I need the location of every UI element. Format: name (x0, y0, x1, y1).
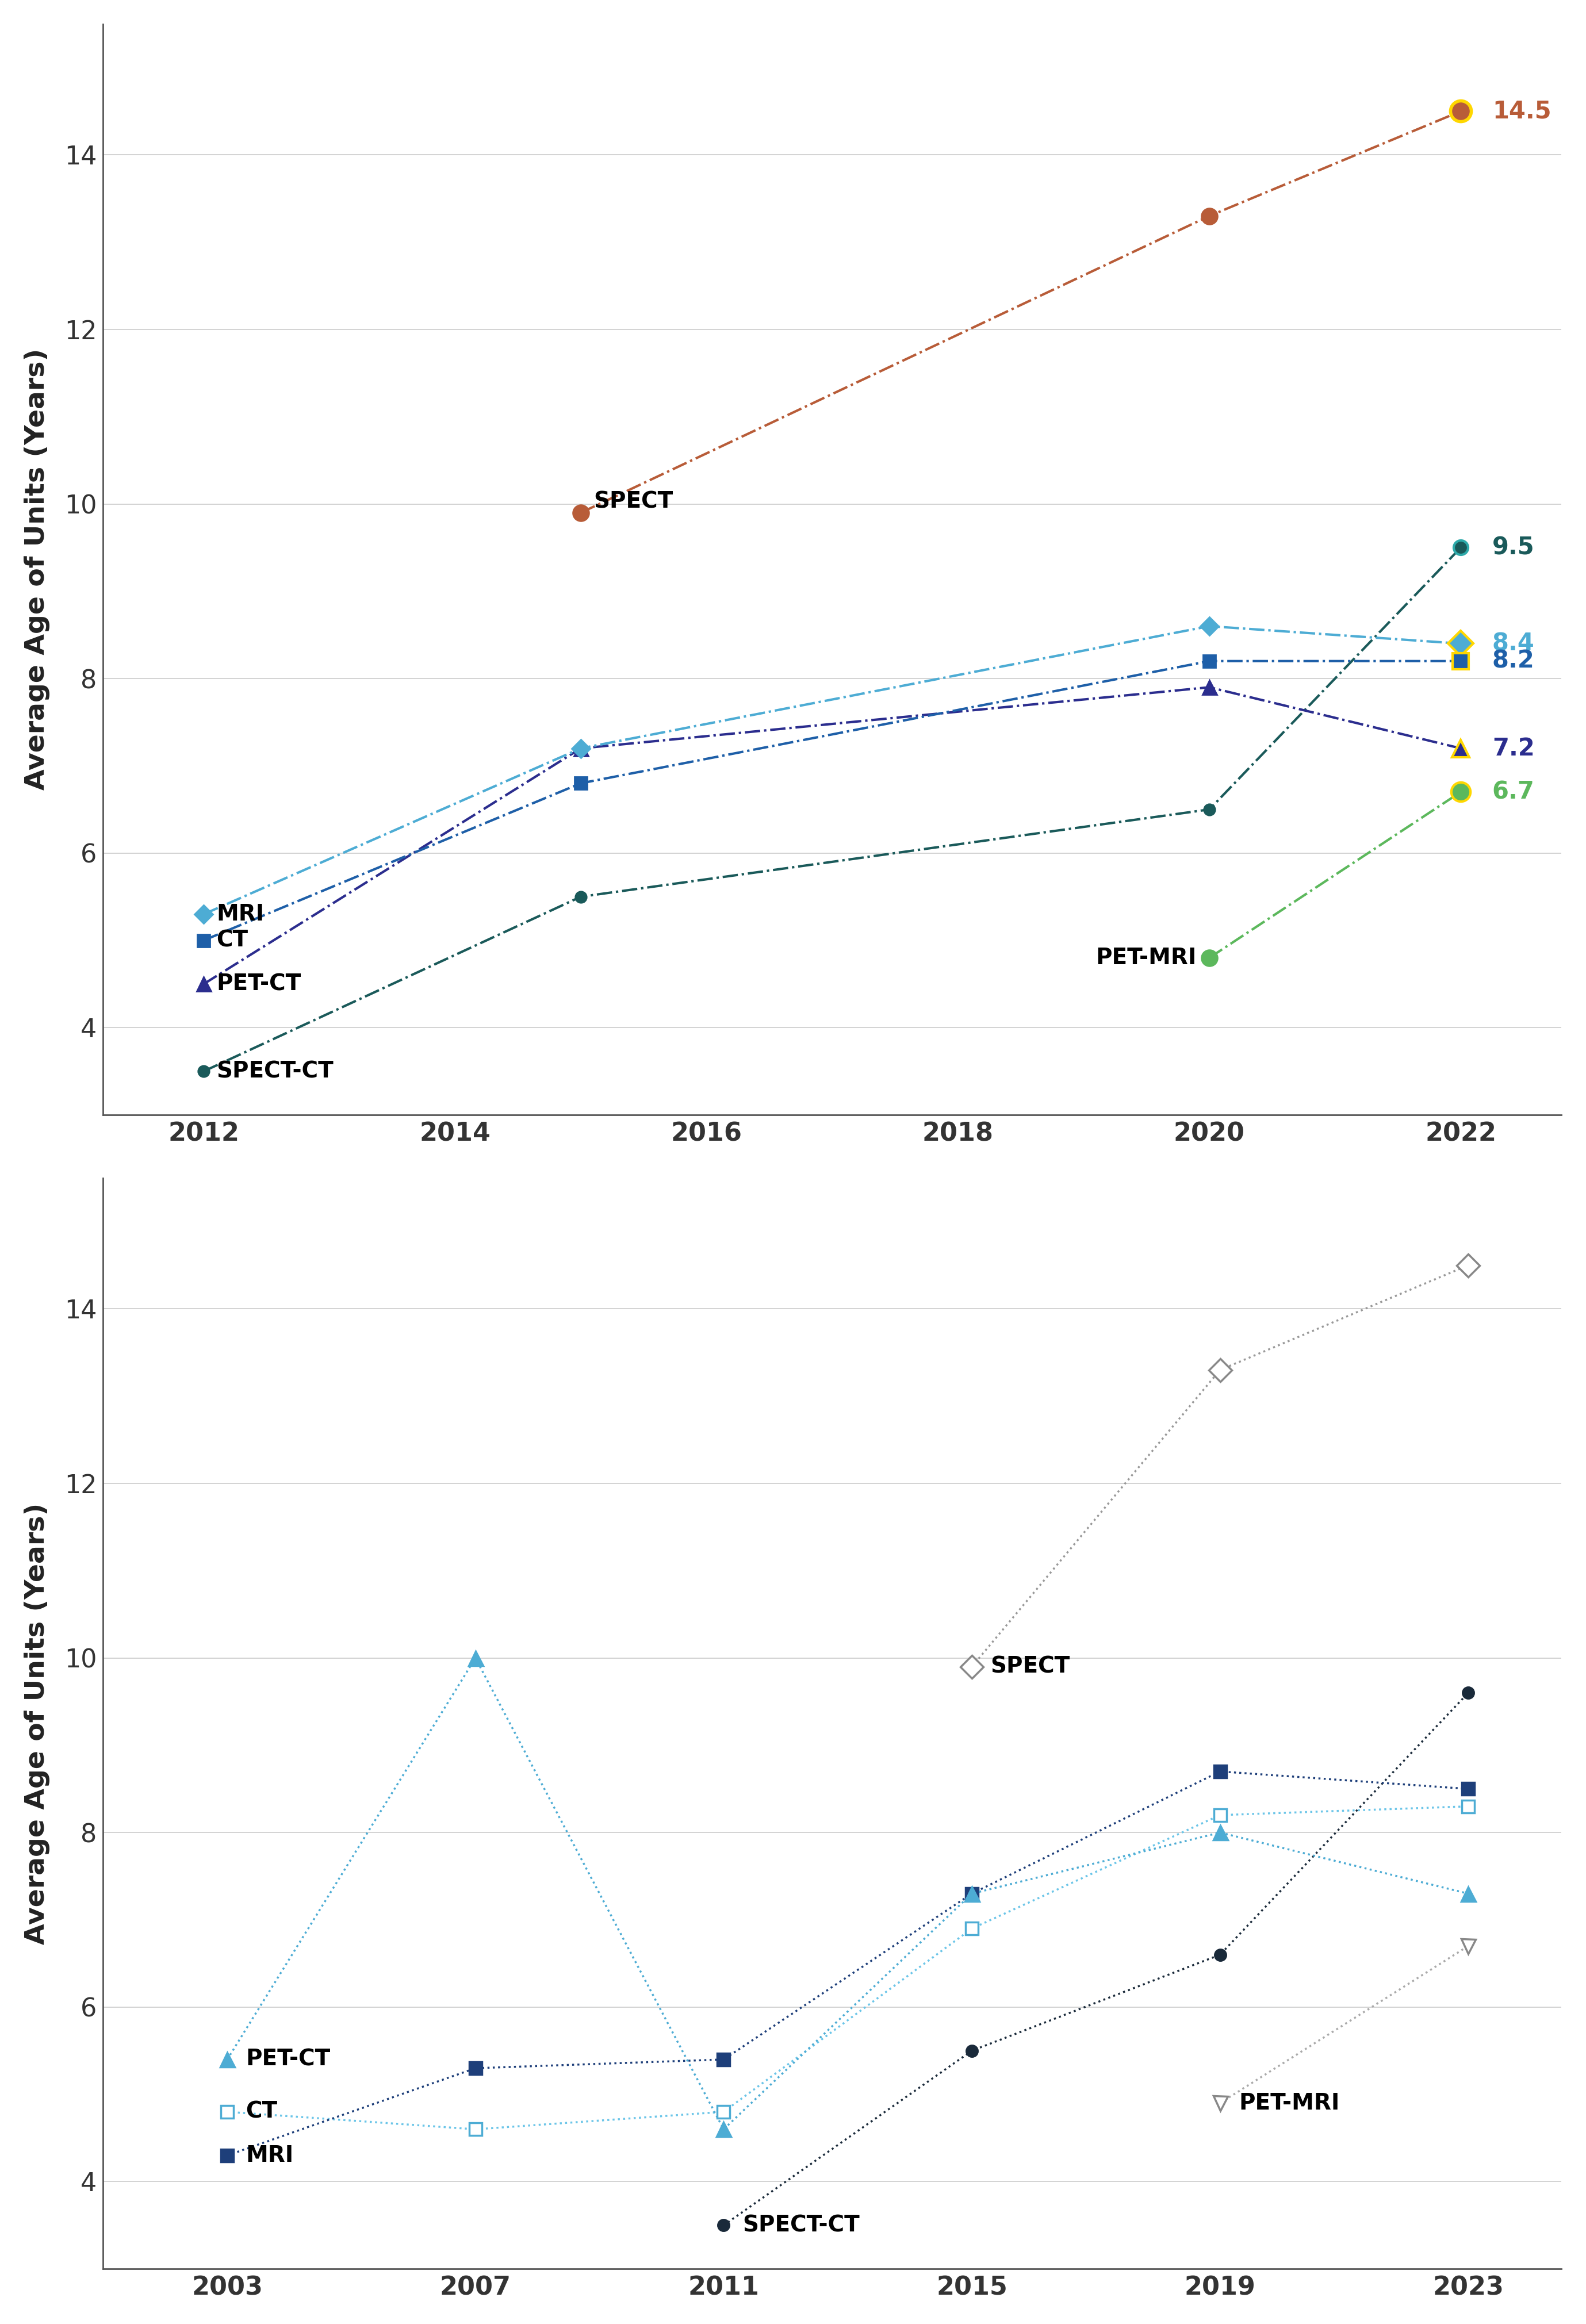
Text: SPECT-CT: SPECT-CT (216, 1060, 333, 1083)
Text: PET-MRI: PET-MRI (1239, 2092, 1340, 2115)
Text: SPECT: SPECT (991, 1655, 1071, 1678)
Text: SPECT-CT: SPECT-CT (742, 2215, 860, 2236)
Text: PET-MRI: PET-MRI (1096, 946, 1197, 969)
Text: 6.7: 6.7 (1492, 781, 1535, 804)
Text: SPECT: SPECT (593, 490, 672, 514)
Y-axis label: Average Age of Units (Years): Average Age of Units (Years) (24, 1504, 49, 1945)
Text: 14.5: 14.5 (1492, 100, 1551, 123)
Text: MRI: MRI (246, 2145, 293, 2166)
Text: 8.2: 8.2 (1492, 648, 1535, 674)
Text: 7.2: 7.2 (1492, 737, 1535, 760)
Text: PET-CT: PET-CT (216, 974, 301, 995)
Text: 9.5: 9.5 (1492, 535, 1535, 560)
Text: CT: CT (216, 930, 247, 951)
Text: PET-CT: PET-CT (246, 2047, 330, 2071)
Text: MRI: MRI (216, 904, 265, 925)
Text: 8.4: 8.4 (1492, 632, 1535, 655)
Y-axis label: Average Age of Units (Years): Average Age of Units (Years) (24, 349, 49, 790)
Text: CT: CT (246, 2101, 278, 2122)
